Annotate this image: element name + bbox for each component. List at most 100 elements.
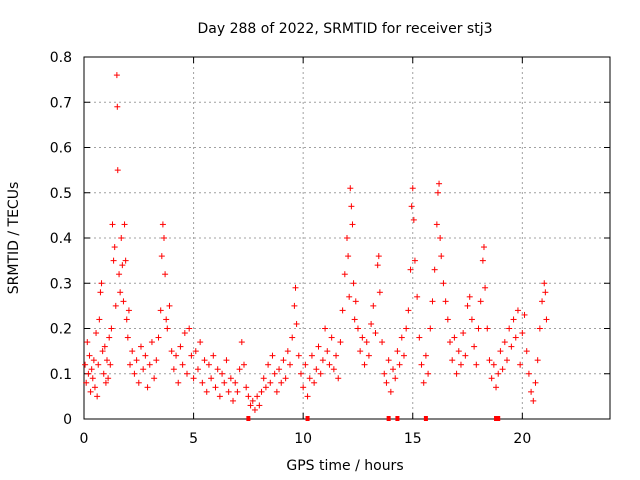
- data-point: [457, 361, 464, 368]
- data-point: [337, 339, 344, 346]
- data-point: [205, 361, 212, 368]
- data-point: [98, 280, 105, 287]
- data-point: [471, 343, 478, 350]
- data-point: [350, 280, 357, 287]
- data-point: [83, 379, 90, 386]
- data-point: [501, 339, 508, 346]
- data-point: [278, 379, 285, 386]
- data-point: [293, 320, 300, 327]
- data-point: [267, 379, 274, 386]
- y-tick-label: 0.2: [50, 322, 72, 338]
- y-tick-label: 0.6: [50, 141, 72, 157]
- data-point: [396, 361, 403, 368]
- data-point: [455, 348, 462, 355]
- data-point: [379, 339, 386, 346]
- flag-marker: [494, 416, 499, 421]
- data-point: [188, 352, 195, 359]
- data-point: [503, 357, 510, 364]
- data-point: [287, 361, 294, 368]
- data-point: [146, 361, 153, 368]
- data-point: [333, 352, 340, 359]
- data-point: [269, 352, 276, 359]
- data-point: [249, 397, 256, 404]
- data-point: [326, 361, 333, 368]
- data-point: [144, 384, 151, 391]
- x-tick-label: 5: [189, 431, 198, 447]
- data-point: [173, 352, 180, 359]
- data-point: [495, 370, 502, 377]
- data-point: [216, 393, 223, 400]
- data-point: [512, 334, 519, 341]
- data-point: [95, 361, 102, 368]
- data-point: [114, 167, 121, 174]
- data-point: [410, 216, 417, 223]
- data-point: [381, 370, 388, 377]
- data-point: [479, 257, 486, 264]
- data-point: [238, 339, 245, 346]
- data-point: [203, 388, 210, 395]
- data-point: [142, 352, 149, 359]
- data-point: [475, 325, 482, 332]
- data-point: [104, 357, 111, 364]
- data-point: [542, 289, 549, 296]
- data-point: [262, 384, 269, 391]
- data-point: [201, 357, 208, 364]
- data-point: [416, 334, 423, 341]
- data-point: [140, 366, 147, 373]
- data-point: [403, 325, 410, 332]
- data-point: [510, 316, 517, 323]
- data-point: [422, 352, 429, 359]
- data-point: [346, 293, 353, 300]
- data-point: [243, 384, 250, 391]
- y-tick-label: 0.3: [50, 276, 72, 292]
- data-point: [442, 298, 449, 305]
- data-point: [177, 343, 184, 350]
- data-point: [351, 316, 358, 323]
- flag-marker: [386, 416, 391, 421]
- data-point: [407, 266, 414, 273]
- data-point: [168, 348, 175, 355]
- data-point: [137, 343, 144, 350]
- data-point: [370, 302, 377, 309]
- data-point: [411, 257, 418, 264]
- data-point: [473, 361, 480, 368]
- data-point: [521, 311, 528, 318]
- data-point: [506, 325, 513, 332]
- data-point: [514, 307, 521, 314]
- data-point: [530, 397, 537, 404]
- data-point: [155, 334, 162, 341]
- data-point: [539, 298, 546, 305]
- data-point: [90, 357, 97, 364]
- data-point: [118, 235, 125, 241]
- data-point: [400, 352, 407, 359]
- data-point: [227, 375, 234, 382]
- data-point: [114, 103, 121, 110]
- data-point: [490, 361, 497, 368]
- data-point: [210, 352, 217, 359]
- data-point: [414, 293, 421, 300]
- data-point: [99, 348, 106, 355]
- data-point: [111, 244, 118, 251]
- data-point: [328, 334, 335, 341]
- data-point: [133, 357, 140, 364]
- y-axis-label: SRMTID / TECUs: [6, 182, 22, 295]
- data-point: [330, 366, 337, 373]
- data-point: [508, 343, 515, 350]
- data-point: [186, 325, 193, 332]
- data-point: [368, 320, 375, 327]
- data-point: [517, 361, 524, 368]
- data-point: [234, 388, 241, 395]
- data-point: [493, 384, 500, 391]
- data-point: [260, 375, 267, 382]
- data-point: [107, 361, 114, 368]
- data-point: [464, 302, 471, 309]
- data-point: [390, 366, 397, 373]
- data-point: [240, 361, 247, 368]
- data-point: [166, 302, 173, 309]
- data-point: [102, 379, 109, 386]
- data-point: [101, 343, 108, 350]
- data-point: [109, 221, 116, 228]
- flag-marker: [423, 416, 428, 421]
- data-point: [247, 402, 254, 409]
- data-point: [97, 289, 104, 296]
